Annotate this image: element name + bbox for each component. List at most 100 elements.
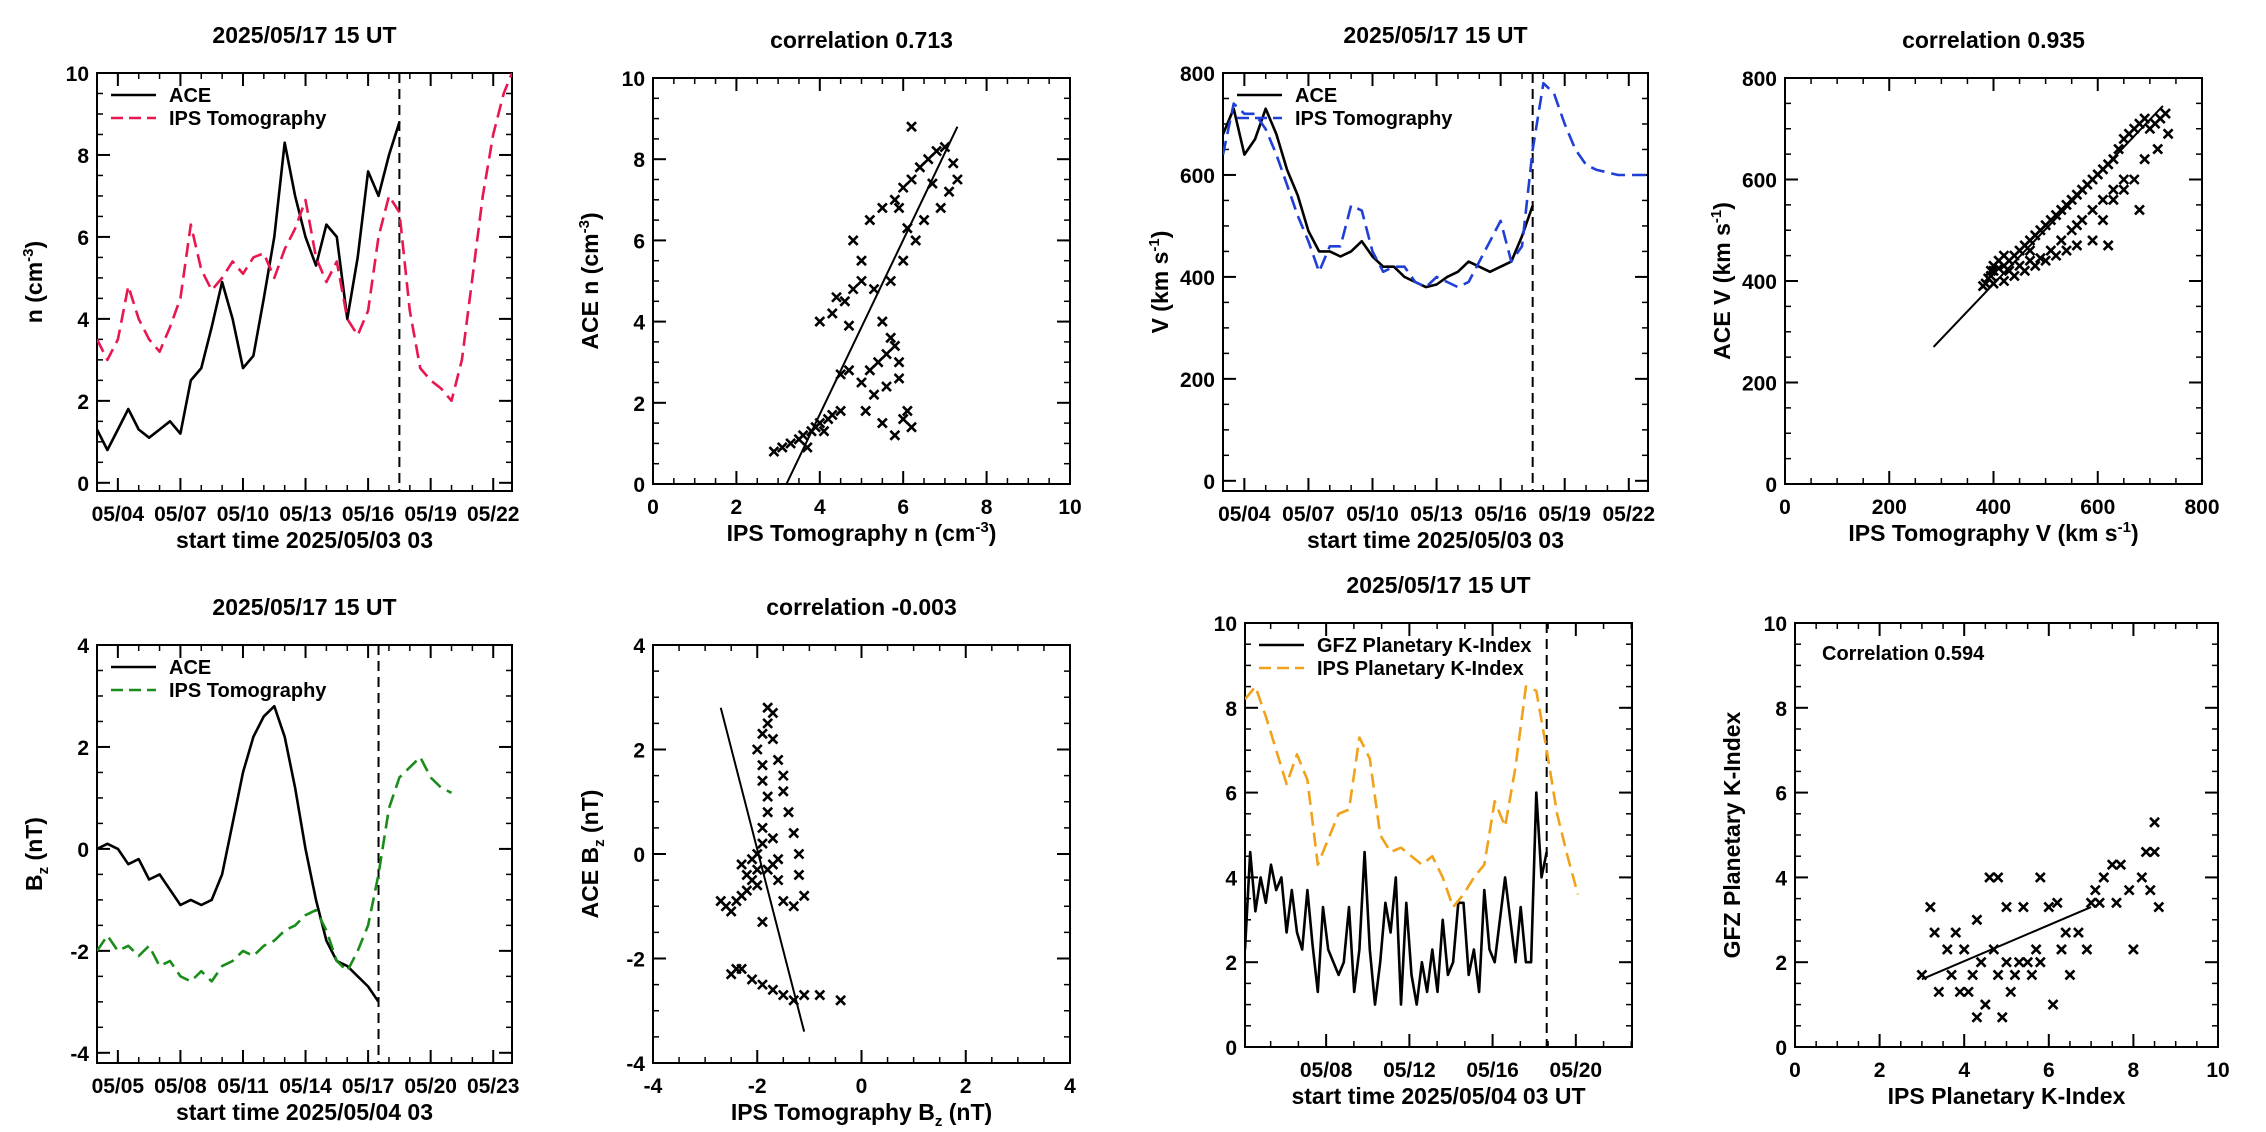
scatter-point — [751, 744, 763, 755]
legend-label: GFZ Planetary K-Index — [1317, 635, 1532, 657]
x-tick-label: 400 — [1976, 496, 2011, 519]
scatter-point — [2034, 252, 2046, 264]
legend-label: ACE — [169, 657, 211, 679]
x-tick-label: 05/11 — [217, 1075, 269, 1098]
scatter-point — [2097, 194, 2109, 206]
x-tick-label: 0 — [1789, 1059, 1801, 1082]
scatter-point — [788, 827, 800, 839]
scatter-point — [798, 989, 810, 1001]
scatter-point — [868, 283, 880, 295]
scatter-point — [1975, 956, 1987, 968]
chart-title: 2025/05/17 15 UT — [212, 22, 396, 48]
scatter-point — [2162, 128, 2174, 140]
plot-frame — [96, 72, 513, 492]
scatter-point — [2123, 884, 2135, 896]
plot-area — [97, 73, 512, 491]
x-tick-label: 05/12 — [1383, 1059, 1436, 1082]
scatter-point — [793, 848, 805, 860]
scatter-point — [2149, 816, 2160, 828]
scatter-point — [767, 733, 779, 745]
scatter-point — [893, 356, 905, 368]
y-tick-label: 10 — [1214, 613, 1237, 636]
x-tick-label: 10 — [2206, 1059, 2229, 1082]
y-axis-label: Bz (nT) — [21, 817, 52, 891]
chart-p3: 05/04 05/07 05/10 05/13 05/16 05/19 05/22 0 200 4… — [1146, 22, 1655, 553]
scatter-point — [1963, 986, 1974, 998]
scatter-point — [947, 157, 959, 169]
scatter-point — [1988, 278, 1999, 289]
scatter-point — [826, 409, 838, 421]
scatter-point — [1929, 927, 1941, 938]
plot-area — [1223, 73, 1648, 491]
scatter-point — [725, 906, 737, 917]
plot-area — [1245, 623, 1580, 1047]
y-axis-label: V (km s-1) — [1146, 231, 1173, 334]
scatter-point — [901, 222, 913, 234]
scatter-point — [2152, 143, 2164, 155]
plot-area — [1932, 105, 2174, 348]
scatter-point — [835, 405, 847, 417]
x-tick-label: 05/08 — [1300, 1059, 1353, 1082]
y-tick-label: 4 — [633, 635, 645, 658]
scatter-point — [943, 186, 955, 198]
scatter-point — [715, 895, 727, 907]
x-tick-label: 4 — [1958, 1059, 1970, 1082]
y-tick-label: 0 — [1225, 1037, 1237, 1060]
scatter-point — [757, 775, 768, 787]
scatter-point — [814, 316, 826, 328]
scatter-point — [893, 373, 905, 384]
y-tick-label: 600 — [1742, 170, 1777, 193]
x-tick-label: -4 — [644, 1075, 663, 1098]
x-tick-label: 8 — [2128, 1059, 2140, 1082]
scatter-point — [2018, 901, 2029, 913]
y-tick-label: 6 — [1775, 783, 1787, 806]
y-tick-label: 0 — [77, 839, 89, 862]
scatter-point — [906, 421, 917, 433]
scatter-point — [788, 994, 800, 1006]
x-tick-label: 4 — [1064, 1075, 1076, 1098]
y-tick-label: 2 — [1775, 952, 1787, 975]
x-tick-label: 05/10 — [1346, 503, 1399, 526]
plot-frame — [96, 644, 513, 1064]
y-tick-label: 2 — [1225, 952, 1237, 975]
scatter-point — [2128, 174, 2140, 185]
scatter-point — [2140, 846, 2152, 858]
y-axis-label: GFZ Planetary K-Index — [1719, 711, 1745, 958]
plot-area — [97, 645, 453, 1063]
chart-title: correlation 0.713 — [770, 27, 953, 53]
y-tick-label: 0 — [633, 474, 645, 497]
scatter-point — [1984, 871, 1995, 883]
scatter-point — [885, 275, 897, 287]
scatter-point — [2024, 255, 2036, 267]
scatter-point — [793, 869, 805, 881]
y-tick-label: 4 — [77, 635, 89, 658]
scatter-point — [2094, 897, 2105, 909]
scatter-point — [1985, 265, 1997, 277]
chart-p5: 05/05 05/08 05/11 05/14 05/17 05/20 05/23 -4 -2 0… — [21, 594, 520, 1125]
series-line-0 — [1245, 791, 1548, 1006]
x-tick-label: 05/19 — [1538, 503, 1591, 526]
scatter-point — [2087, 204, 2098, 216]
scatter-point — [783, 806, 794, 818]
scatter-point — [881, 381, 892, 392]
scatter-point — [767, 832, 779, 844]
scatter-point — [2060, 927, 2072, 938]
scatter-point — [798, 890, 810, 902]
scatter-point — [2136, 871, 2148, 883]
scatter-point — [2001, 956, 2012, 968]
series-line-0 — [97, 704, 380, 1003]
x-tick-label: 05/16 — [1466, 1059, 1519, 1082]
scatter-point — [835, 994, 847, 1006]
scatter-point — [772, 853, 784, 865]
y-tick-label: -4 — [626, 1053, 645, 1076]
y-axis-label: ACE n (cm-3) — [576, 212, 603, 349]
y-tick-label: 0 — [1765, 474, 1777, 497]
scatter-point — [2072, 927, 2084, 938]
scatter-point — [856, 275, 867, 287]
scatter-point — [2107, 194, 2119, 206]
x-axis-label: IPS Planetary K-Index — [1888, 1083, 2126, 1109]
y-tick-label: 10 — [66, 63, 89, 86]
chart-p1: 05/04 05/07 05/10 05/13 05/16 05/19 05/22 0 2 4 6 8… — [20, 22, 520, 553]
scatter-point — [2071, 240, 2083, 251]
x-axis-label: start time 2025/05/03 03 — [1307, 527, 1564, 553]
